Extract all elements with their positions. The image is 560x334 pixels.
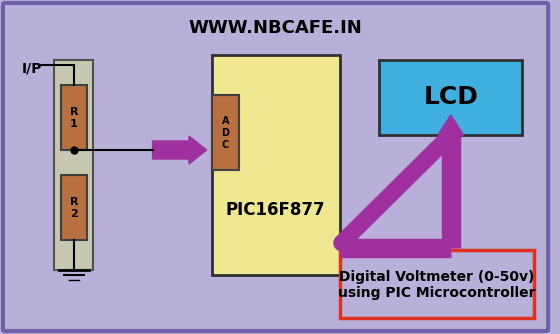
Text: LCD: LCD [423, 85, 478, 109]
Text: R
1: R 1 [69, 107, 78, 129]
Text: I/P: I/P [22, 61, 42, 75]
Bar [54, 60, 94, 270]
Text: R
2: R 2 [69, 197, 78, 219]
FancyArrow shape [438, 115, 464, 140]
Bar [212, 95, 239, 170]
Bar [61, 85, 87, 150]
FancyBboxPatch shape [339, 250, 534, 318]
Bar [379, 60, 521, 135]
Text: A
D
C: A D C [221, 117, 230, 150]
Bar [212, 55, 339, 275]
FancyArrow shape [152, 136, 207, 164]
Text: WWW.NBCAFE.IN: WWW.NBCAFE.IN [189, 19, 362, 37]
FancyBboxPatch shape [3, 3, 548, 331]
Text: Digital Voltmeter (0-50v)
using PIC Microcontroller: Digital Voltmeter (0-50v) using PIC Micr… [338, 270, 536, 300]
Bar [61, 175, 87, 240]
Text: PIC16F877: PIC16F877 [226, 201, 325, 219]
